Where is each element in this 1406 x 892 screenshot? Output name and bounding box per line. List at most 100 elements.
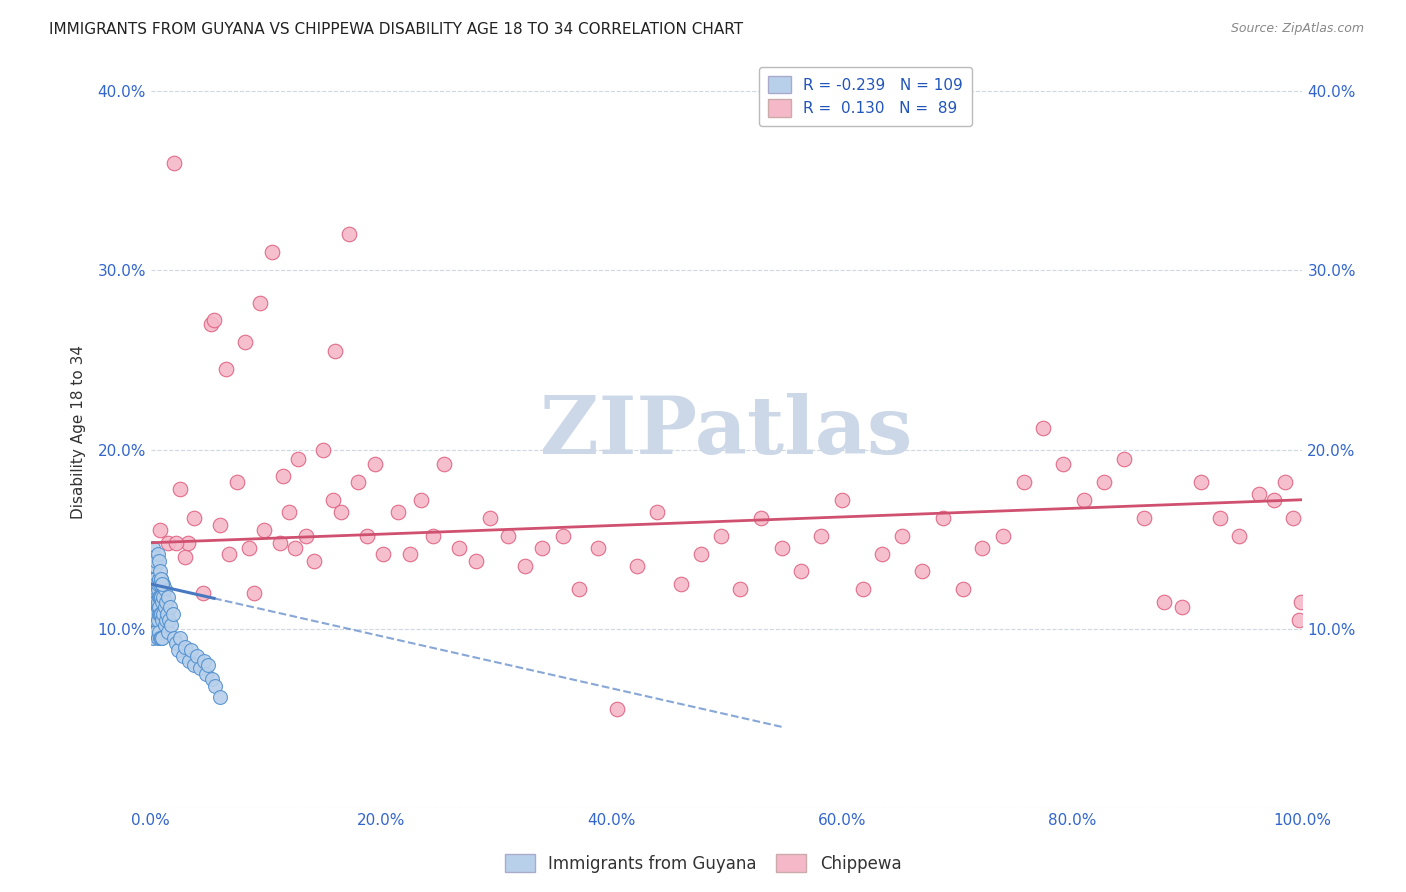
Point (932, 510, 955, 524)
Point (1012, 475, 1035, 489)
Point (1208, 510, 1230, 524)
Point (148, 607, 170, 622)
Point (972, 541, 994, 556)
Point (148, 625, 170, 640)
Point (174, 550, 197, 565)
Point (141, 604, 163, 618)
Point (180, 643, 202, 657)
Point (226, 475, 249, 489)
Point (1092, 475, 1115, 489)
Point (150, 607, 173, 622)
Point (730, 582, 752, 597)
Point (143, 625, 166, 640)
Point (150, 631, 173, 645)
Point (1112, 451, 1135, 466)
Point (143, 625, 166, 640)
Point (1132, 510, 1154, 524)
Text: IMMIGRANTS FROM GUYANA VS CHIPPEWA DISABILITY AGE 18 TO 34 CORRELATION CHART: IMMIGRANTS FROM GUYANA VS CHIPPEWA DISAB… (49, 22, 744, 37)
Point (141, 595, 163, 609)
Point (145, 613, 167, 627)
Point (373, 547, 395, 561)
Point (162, 607, 184, 622)
Point (143, 572, 166, 586)
Point (141, 568, 163, 582)
Point (606, 702, 628, 716)
Point (141, 613, 163, 627)
Point (991, 528, 1014, 542)
Point (201, 672, 224, 686)
Point (149, 607, 172, 622)
Point (183, 657, 205, 672)
Point (284, 541, 307, 556)
Point (155, 595, 177, 609)
Point (145, 577, 167, 591)
Point (208, 690, 231, 704)
Point (200, 317, 222, 331)
Point (1274, 475, 1296, 489)
Point (142, 613, 165, 627)
Point (153, 582, 176, 597)
Point (145, 600, 167, 615)
Point (143, 595, 166, 609)
Point (626, 559, 648, 574)
Point (156, 607, 179, 622)
Point (143, 582, 166, 597)
Point (150, 590, 173, 604)
Point (1291, 595, 1313, 609)
Point (142, 590, 165, 604)
Point (142, 577, 165, 591)
Point (243, 586, 266, 600)
Point (433, 457, 456, 471)
Point (347, 475, 370, 489)
Point (356, 528, 378, 542)
Point (204, 679, 226, 693)
Point (145, 554, 167, 568)
Point (155, 613, 177, 627)
Point (143, 595, 166, 609)
Point (141, 600, 163, 615)
Point (146, 595, 169, 609)
Point (146, 547, 169, 561)
Point (312, 442, 335, 457)
Point (188, 661, 211, 675)
Point (143, 613, 166, 627)
Point (411, 492, 433, 507)
Point (148, 554, 170, 568)
Point (142, 565, 165, 579)
Point (149, 523, 172, 537)
Point (214, 362, 236, 376)
Point (295, 528, 318, 542)
Point (287, 451, 309, 466)
Point (890, 528, 912, 542)
Text: ZIPatlas: ZIPatlas (540, 392, 912, 471)
Point (269, 535, 291, 549)
Point (271, 469, 294, 483)
Point (149, 577, 172, 591)
Point (167, 643, 190, 657)
Point (141, 577, 163, 591)
Point (647, 505, 669, 519)
Point (141, 586, 163, 600)
Point (169, 631, 191, 645)
Point (152, 577, 174, 591)
Point (163, 631, 186, 645)
Point (513, 559, 536, 574)
Point (142, 607, 165, 622)
Point (770, 541, 793, 556)
Y-axis label: Disability Age 18 to 34: Disability Age 18 to 34 (72, 344, 86, 518)
Point (669, 577, 692, 591)
Point (1282, 510, 1305, 524)
Point (150, 631, 173, 645)
Point (143, 577, 166, 591)
Point (153, 618, 176, 632)
Point (191, 586, 214, 600)
Point (790, 565, 813, 579)
Point (150, 613, 173, 627)
Point (238, 541, 260, 556)
Point (150, 577, 173, 591)
Point (150, 572, 173, 586)
Point (146, 577, 169, 591)
Point (531, 541, 554, 556)
Legend: R = -0.239   N = 109, R =  0.130   N =  89: R = -0.239 N = 109, R = 0.130 N = 89 (759, 67, 973, 127)
Point (464, 554, 486, 568)
